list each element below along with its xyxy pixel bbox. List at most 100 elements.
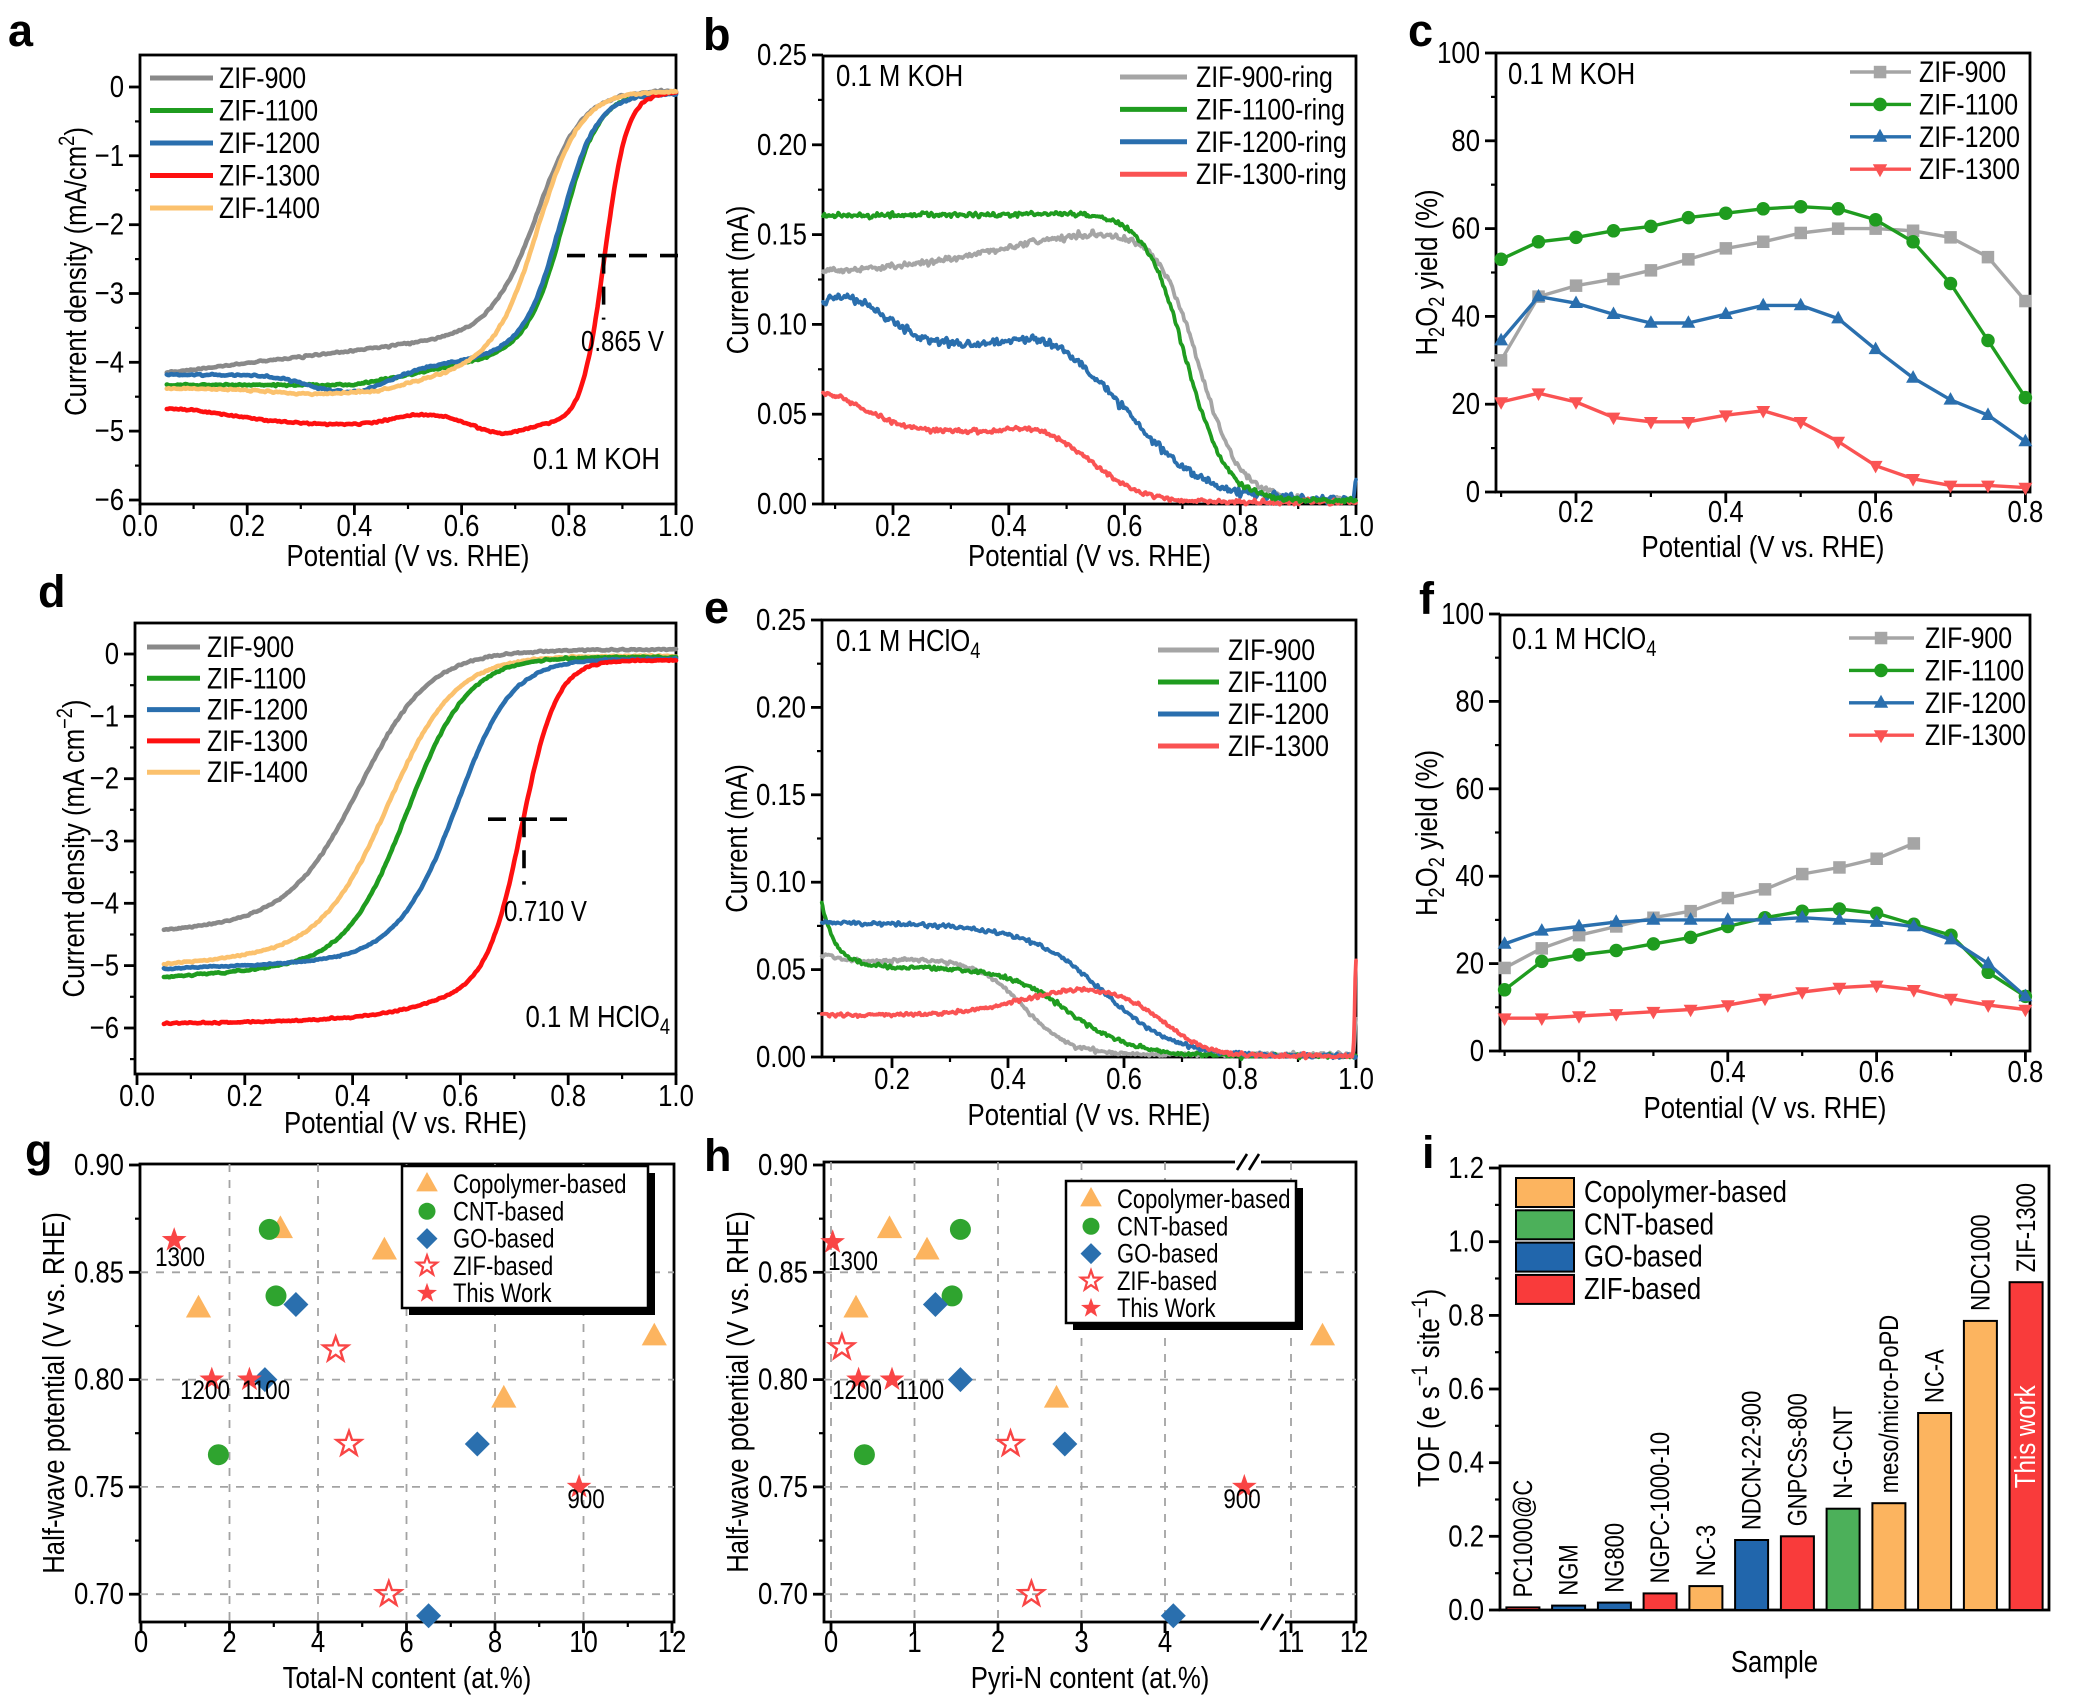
svg-text:0: 0 bbox=[134, 1625, 148, 1660]
svg-text:1.2: 1.2 bbox=[1448, 1151, 1484, 1186]
svg-text:−3: −3 bbox=[90, 824, 119, 859]
svg-text:−1: −1 bbox=[95, 139, 124, 174]
svg-text:Current density (mA cm−2): Current density (mA cm−2) bbox=[54, 699, 92, 997]
svg-text:NDCN-22-900: NDCN-22-900 bbox=[1738, 1391, 1767, 1530]
svg-text:−5: −5 bbox=[95, 414, 124, 449]
svg-text:0: 0 bbox=[110, 70, 124, 105]
svg-text:0.8: 0.8 bbox=[2008, 495, 2044, 530]
svg-text:NDC1000: NDC1000 bbox=[1967, 1214, 1996, 1311]
svg-text:0.25: 0.25 bbox=[757, 38, 807, 73]
svg-text:0.6: 0.6 bbox=[1106, 1062, 1142, 1097]
svg-text:80: 80 bbox=[1451, 124, 1480, 159]
svg-text:ZIF-1100: ZIF-1100 bbox=[1925, 653, 2024, 687]
svg-text:0.70: 0.70 bbox=[758, 1577, 808, 1612]
svg-text:−5: −5 bbox=[90, 948, 119, 983]
svg-text:0: 0 bbox=[1470, 1034, 1484, 1069]
svg-text:0: 0 bbox=[824, 1625, 838, 1660]
svg-text:ZIF-1200: ZIF-1200 bbox=[207, 692, 308, 726]
svg-text:ZIF-1200: ZIF-1200 bbox=[1228, 697, 1329, 731]
svg-text:40: 40 bbox=[1455, 859, 1484, 894]
svg-text:0: 0 bbox=[105, 637, 119, 672]
svg-text:0: 0 bbox=[1466, 475, 1480, 510]
svg-text:Half-wave potential (V vs. RHE: Half-wave potential (V vs. RHE) bbox=[721, 1211, 756, 1573]
svg-text:0.10: 0.10 bbox=[757, 307, 807, 342]
svg-text:0.2: 0.2 bbox=[227, 1079, 263, 1114]
svg-text:NGM: NGM bbox=[1555, 1544, 1584, 1595]
svg-text:0.4: 0.4 bbox=[1708, 495, 1744, 530]
svg-text:0.05: 0.05 bbox=[756, 952, 806, 987]
svg-text:h: h bbox=[704, 1130, 732, 1181]
svg-text:10: 10 bbox=[569, 1625, 598, 1660]
svg-text:0.70: 0.70 bbox=[74, 1577, 124, 1612]
svg-text:0.0: 0.0 bbox=[122, 509, 158, 544]
svg-text:1300: 1300 bbox=[828, 1247, 878, 1276]
svg-text:−6: −6 bbox=[95, 483, 124, 518]
svg-text:ZIF-1100-ring: ZIF-1100-ring bbox=[1196, 92, 1345, 126]
svg-text:0.4: 0.4 bbox=[1710, 1055, 1746, 1090]
svg-text:1.0: 1.0 bbox=[1448, 1224, 1484, 1259]
svg-text:0.90: 0.90 bbox=[74, 1148, 124, 1183]
svg-text:0.20: 0.20 bbox=[756, 690, 806, 725]
svg-text:6: 6 bbox=[399, 1625, 413, 1660]
svg-text:12: 12 bbox=[1340, 1625, 1369, 1660]
svg-text:0.865 V: 0.865 V bbox=[581, 325, 664, 358]
svg-text:This Work: This Work bbox=[453, 1279, 552, 1308]
svg-text:0.85: 0.85 bbox=[74, 1255, 124, 1290]
svg-text:0.0: 0.0 bbox=[1448, 1593, 1484, 1628]
svg-text:Potential (V vs. RHE): Potential (V vs. RHE) bbox=[1644, 1091, 1887, 1126]
svg-text:Copolymer-based: Copolymer-based bbox=[1584, 1175, 1787, 1210]
svg-text:−3: −3 bbox=[95, 276, 124, 311]
svg-text:ZIF-1300: ZIF-1300 bbox=[1925, 718, 2026, 752]
svg-text:1300: 1300 bbox=[155, 1243, 205, 1272]
svg-text:N-G-CNT: N-G-CNT bbox=[1829, 1406, 1858, 1499]
svg-text:Potential (V vs. RHE): Potential (V vs. RHE) bbox=[968, 1098, 1211, 1133]
svg-text:CNT-based: CNT-based bbox=[1584, 1207, 1714, 1242]
svg-text:ZIF-based: ZIF-based bbox=[453, 1252, 553, 1281]
svg-text:0.1 M HClO4: 0.1 M HClO4 bbox=[1512, 622, 1656, 662]
svg-text:ZIF-based: ZIF-based bbox=[1584, 1272, 1701, 1307]
svg-text:0.90: 0.90 bbox=[758, 1148, 808, 1183]
svg-text:ZIF-1100: ZIF-1100 bbox=[219, 93, 318, 127]
svg-text:Half-wave potential (V vs. RHE: Half-wave potential (V vs. RHE) bbox=[37, 1212, 72, 1574]
svg-text:Copolymer-based: Copolymer-based bbox=[1117, 1185, 1291, 1214]
svg-text:1: 1 bbox=[907, 1625, 921, 1660]
svg-text:e: e bbox=[704, 582, 729, 633]
svg-text:0.1 M KOH: 0.1 M KOH bbox=[1508, 57, 1635, 92]
svg-text:1.0: 1.0 bbox=[1338, 509, 1374, 544]
svg-text:Current (mA): Current (mA) bbox=[720, 764, 755, 913]
svg-text:2: 2 bbox=[991, 1625, 1005, 1660]
svg-text:0.20: 0.20 bbox=[757, 128, 807, 163]
svg-text:ZIF-1100: ZIF-1100 bbox=[1228, 665, 1327, 699]
svg-text:−2: −2 bbox=[95, 207, 124, 242]
svg-text:Current density (mA/cm2): Current density (mA/cm2) bbox=[56, 127, 94, 416]
svg-text:0.25: 0.25 bbox=[756, 603, 806, 638]
svg-text:0.15: 0.15 bbox=[757, 217, 807, 252]
svg-text:0.1 M HClO4: 0.1 M HClO4 bbox=[526, 1000, 670, 1040]
svg-text:0.2: 0.2 bbox=[229, 509, 265, 544]
svg-text:GO-based: GO-based bbox=[1117, 1240, 1218, 1269]
svg-text:0.6: 0.6 bbox=[1107, 509, 1143, 544]
svg-text:NC-A: NC-A bbox=[1921, 1349, 1950, 1403]
svg-text:60: 60 bbox=[1451, 211, 1480, 246]
svg-text:40: 40 bbox=[1451, 299, 1480, 334]
svg-text:TOF (e s−1 site−1): TOF (e s−1 site−1) bbox=[1409, 1289, 1447, 1487]
svg-text:0.8: 0.8 bbox=[1222, 1062, 1258, 1097]
svg-text:3: 3 bbox=[1074, 1625, 1088, 1660]
svg-text:11: 11 bbox=[1278, 1625, 1305, 1660]
svg-text:0.75: 0.75 bbox=[758, 1470, 808, 1505]
svg-text:ZIF-900: ZIF-900 bbox=[1925, 621, 2012, 655]
svg-text:60: 60 bbox=[1455, 772, 1484, 807]
svg-text:1100: 1100 bbox=[242, 1376, 290, 1405]
svg-text:ZIF-900: ZIF-900 bbox=[1919, 55, 2006, 89]
svg-text:−1: −1 bbox=[90, 699, 119, 734]
svg-text:b: b bbox=[703, 9, 731, 60]
svg-text:Total-N content (at.%): Total-N content (at.%) bbox=[283, 1661, 532, 1696]
svg-text:ZIF-1100: ZIF-1100 bbox=[1919, 87, 2018, 121]
svg-text:H2O2 yield (%): H2O2 yield (%) bbox=[1410, 750, 1450, 916]
svg-text:0.8: 0.8 bbox=[551, 509, 587, 544]
svg-text:0.6: 0.6 bbox=[443, 1079, 479, 1114]
svg-text:NGPC-1000-10: NGPC-1000-10 bbox=[1646, 1432, 1675, 1584]
svg-text:0.1 M KOH: 0.1 M KOH bbox=[836, 59, 963, 94]
svg-text:0.6: 0.6 bbox=[1448, 1372, 1484, 1407]
svg-text:f: f bbox=[1419, 573, 1435, 624]
